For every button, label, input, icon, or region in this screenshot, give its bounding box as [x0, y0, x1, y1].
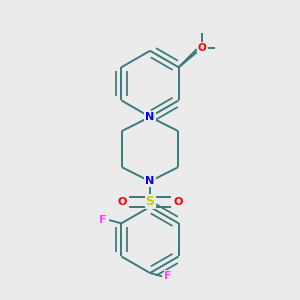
Text: F: F [99, 215, 107, 225]
Text: N: N [146, 112, 154, 122]
Text: O: O [198, 43, 207, 53]
Text: O: O [198, 43, 206, 53]
Text: F: F [164, 271, 172, 281]
Text: O: O [118, 197, 127, 207]
Text: S: S [146, 195, 154, 208]
Text: O: O [173, 197, 182, 207]
Text: N: N [146, 176, 154, 186]
